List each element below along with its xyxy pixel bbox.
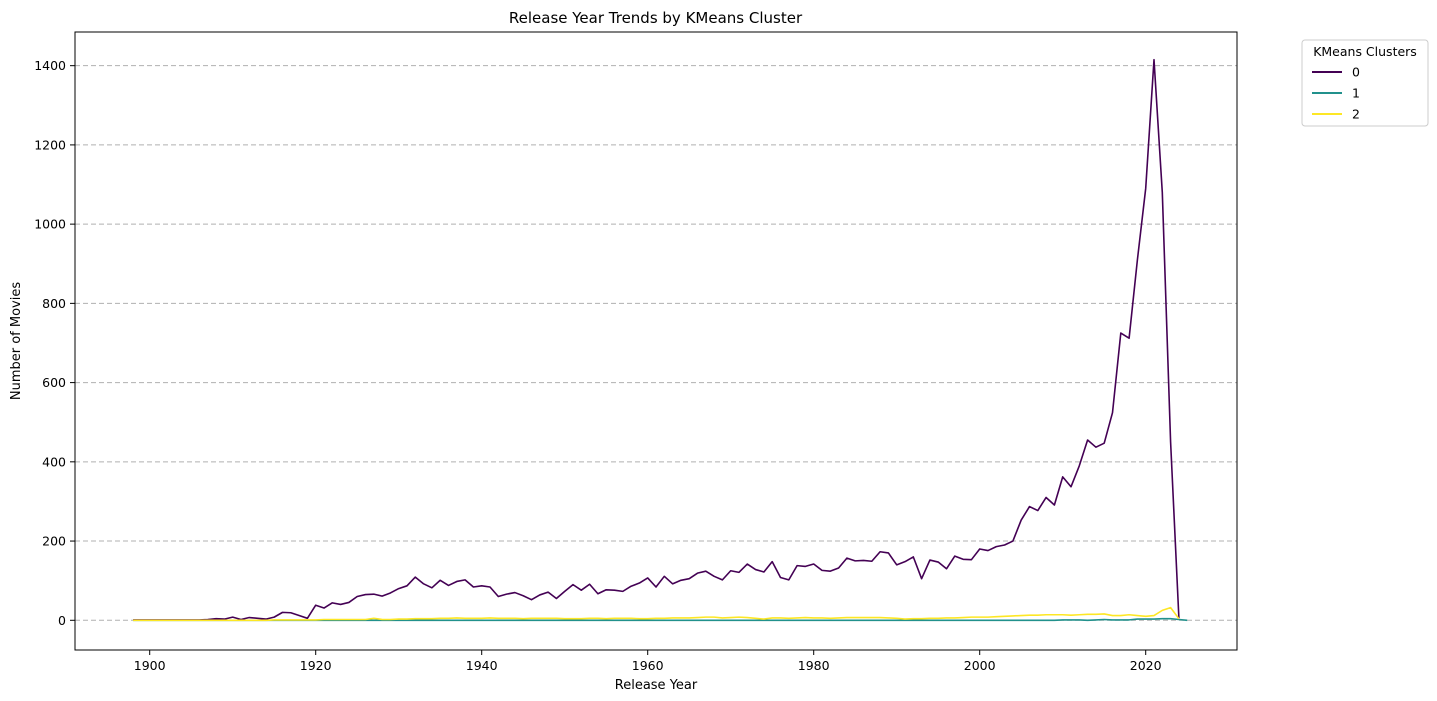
plot-area-frame [74,31,1238,651]
x-tick-label: 2000 [964,658,996,673]
chart-title: Release Year Trends by KMeans Cluster [509,9,803,27]
x-axis-ticks: 1900 1920 1940 1960 1980 2000 2020 [134,650,1162,673]
x-axis-label: Release Year [615,678,698,693]
legend-label-1: 1 [1352,86,1360,101]
y-tick-label: 1400 [34,58,66,73]
legend: KMeans Clusters 0 1 2 [1301,39,1429,127]
x-tick-label: 1960 [632,658,664,673]
legend-box [1301,39,1429,127]
legend-items: 0 1 2 [1312,65,1360,122]
y-tick-label: 0 [58,613,66,628]
x-tick-label: 1940 [466,658,498,673]
x-tick-label: 1980 [798,658,830,673]
y-tick-label: 1200 [34,137,66,152]
y-axis-ticks: 0 200 400 600 800 1000 1200 1400 [34,58,75,628]
y-tick-label: 600 [42,375,66,390]
legend-label-2: 2 [1352,107,1360,122]
gridlines [75,65,1237,621]
y-tick-label: 200 [42,534,66,549]
y-tick-label: 400 [42,454,66,469]
x-tick-label: 1920 [300,658,332,673]
series-line-0 [133,58,1180,621]
series-lines [133,58,1188,622]
y-tick-label: 800 [42,296,66,311]
x-tick-label: 2020 [1130,658,1162,673]
y-tick-label: 1000 [34,217,66,232]
legend-title: KMeans Clusters [1313,44,1417,59]
y-axis-label: Number of Movies [9,282,24,400]
series-line-2 [133,606,1180,622]
legend-label-0: 0 [1352,65,1360,80]
x-tick-label: 1900 [134,658,166,673]
